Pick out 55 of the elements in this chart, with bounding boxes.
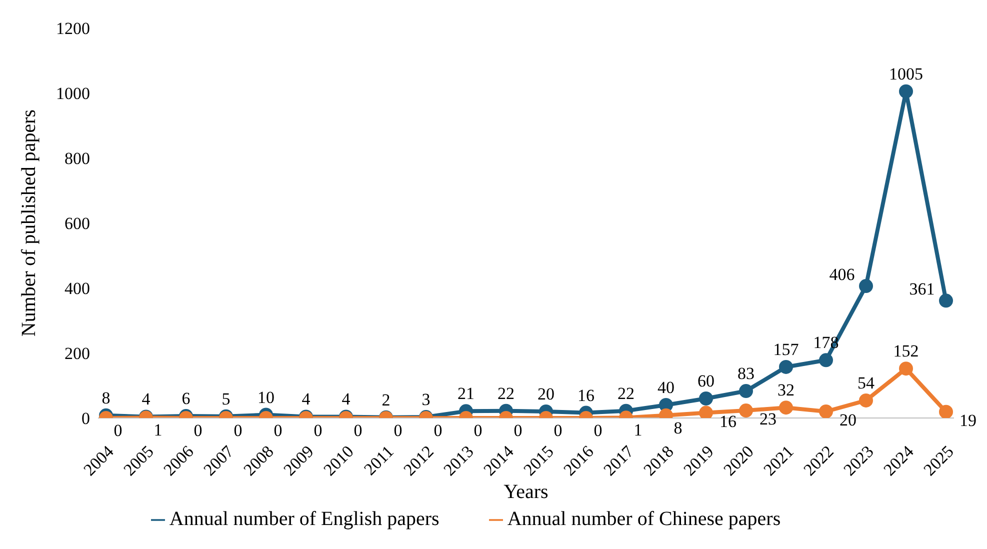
- data-label: 23: [760, 410, 776, 429]
- data-label: 2: [382, 390, 390, 410]
- x-tick-label: 2011: [360, 442, 398, 479]
- data-label: 1: [154, 420, 162, 440]
- data-label: 4: [342, 390, 351, 409]
- x-axis-title: Years: [504, 481, 549, 503]
- y-tick-label: 400: [64, 279, 90, 298]
- data-label: 0: [394, 421, 402, 440]
- data-label: 1: [634, 420, 642, 440]
- data-label: 22: [498, 384, 514, 403]
- legend-label: Annual number of Chinese papers: [507, 508, 781, 530]
- y-tick-label: 0: [82, 409, 90, 428]
- data-label: 40: [658, 378, 674, 397]
- data-label: 0: [314, 421, 322, 440]
- data-label: 4: [302, 390, 311, 409]
- data-label: 60: [698, 372, 714, 390]
- data-label: 19: [960, 410, 976, 430]
- data-label: 20: [840, 410, 856, 430]
- data-label: 8: [102, 388, 110, 408]
- data-label: 3: [422, 390, 430, 410]
- data-label: 8: [674, 418, 682, 438]
- legend-label: Annual number of English papers: [169, 508, 440, 530]
- data-label: 16: [720, 412, 736, 431]
- data-label: 32: [778, 380, 794, 400]
- data-label: 0: [274, 421, 282, 440]
- data-label: 21: [458, 384, 474, 404]
- data-label: 20: [538, 384, 554, 404]
- data-label: 4: [142, 390, 151, 409]
- y-axis-title: Number of published papers: [18, 109, 40, 337]
- data-label: 0: [194, 421, 202, 440]
- data-label: 0: [114, 421, 122, 440]
- data-label: 83: [738, 364, 754, 384]
- data-label: 0: [474, 421, 482, 440]
- data-label: 6: [182, 389, 190, 408]
- y-tick-label: 200: [64, 344, 90, 364]
- data-label: 0: [354, 421, 362, 440]
- data-label: 406: [829, 265, 855, 284]
- y-tick-label: 1200: [56, 19, 90, 38]
- data-label: 22: [618, 384, 634, 403]
- data-label: 0: [434, 421, 442, 440]
- data-label: 152: [893, 342, 919, 361]
- data-label: 0: [514, 421, 522, 440]
- y-tick-label: 1000: [56, 84, 90, 104]
- data-label: 5: [222, 389, 230, 408]
- y-tick-label: 800: [64, 149, 90, 168]
- data-label: 0: [554, 421, 562, 440]
- data-label: 0: [594, 421, 602, 440]
- y-tick-label: 600: [64, 214, 90, 234]
- data-label: 10: [258, 388, 274, 407]
- data-label: 16: [578, 386, 594, 405]
- data-label: 157: [773, 340, 800, 359]
- data-label: 54: [858, 373, 875, 392]
- data-label: 1005: [889, 64, 923, 84]
- data-label: 361: [909, 280, 935, 299]
- data-label: 0: [234, 421, 242, 440]
